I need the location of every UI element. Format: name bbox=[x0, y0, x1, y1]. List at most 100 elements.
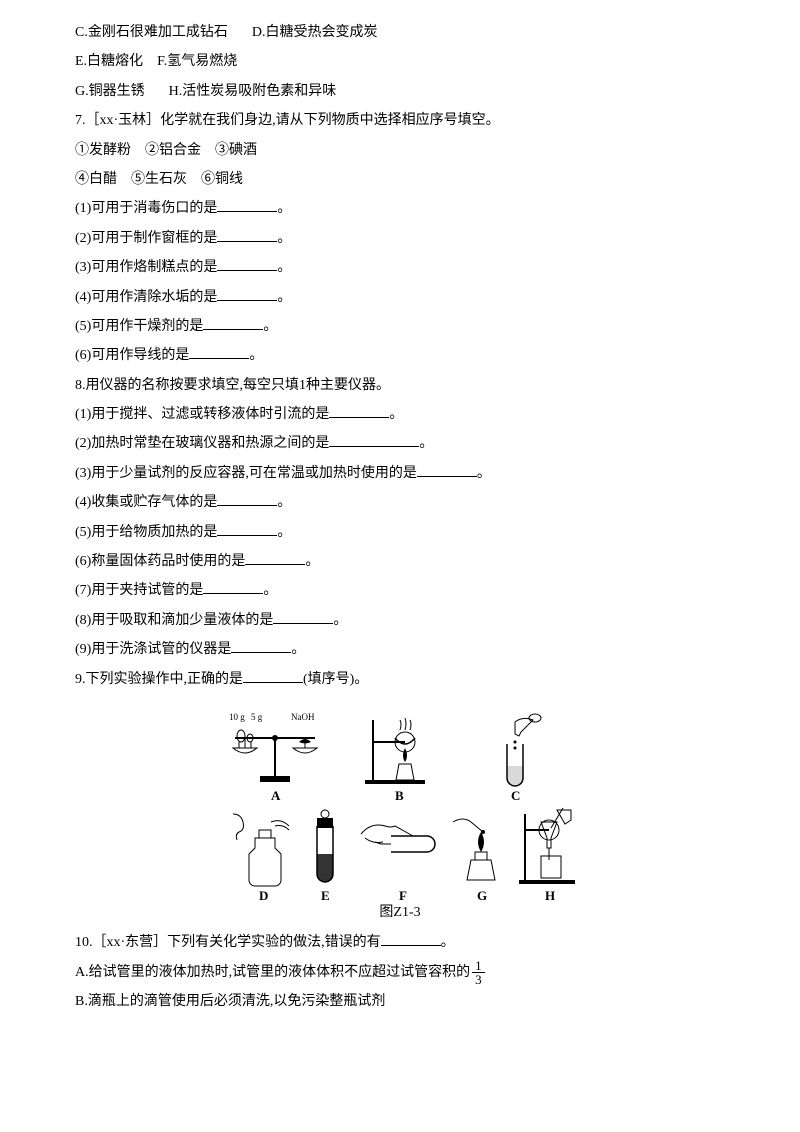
page: C.金刚石很难加工成钻石 D.白糖受热会变成炭 E.白糖熔化 F.氢气易燃烧 G.… bbox=[0, 0, 800, 1047]
q8-9: (9)用于洗涤试管的仪器是。 bbox=[75, 635, 725, 664]
panel-a-icon: 10 g 5 g NaOH A bbox=[229, 712, 317, 803]
q10-opt-a: A.给试管里的液体加热时,试管里的液体体积不应超过试管容积的13 bbox=[75, 958, 725, 987]
q8-stem: 8.用仪器的名称按要求填空,每空只填1种主要仪器。 bbox=[75, 371, 725, 400]
q8-3: (3)用于少量试剂的反应容器,可在常温或加热时使用的是 。 bbox=[75, 459, 725, 488]
opt-g: G.铜器生锈 bbox=[75, 84, 145, 99]
blank bbox=[217, 197, 277, 212]
q8-1a: (1)用于搅拌、过滤或转移液体时引流的是 bbox=[75, 407, 329, 422]
opt-line-cd: C.金刚石很难加工成钻石 D.白糖受热会变成炭 bbox=[75, 18, 725, 47]
q10b: 。 bbox=[441, 935, 455, 950]
q8-5: (5)用于给物质加热的是。 bbox=[75, 518, 725, 547]
q7-1b: 。 bbox=[277, 201, 291, 216]
balance-weight-10g: 10 g bbox=[229, 712, 245, 722]
blank bbox=[217, 491, 277, 506]
blank bbox=[329, 403, 389, 418]
panel-c-icon: C bbox=[507, 714, 541, 803]
q7-2b: 。 bbox=[277, 231, 291, 246]
label-e: E bbox=[321, 888, 330, 900]
opt-d: D.白糖受热会变成炭 bbox=[252, 25, 378, 40]
q8-7a: (7)用于夹持试管的是 bbox=[75, 583, 203, 598]
label-g: G bbox=[477, 888, 487, 900]
q8-7b: 。 bbox=[263, 583, 277, 598]
blank bbox=[417, 462, 477, 477]
q7-opts1: ①发酵粉 ②铝合金 ③碘酒 bbox=[75, 136, 725, 165]
q7-4a: (4)可用作清除水垢的是 bbox=[75, 290, 217, 305]
label-h: H bbox=[545, 888, 555, 900]
q7-5a: (5)可用作干燥剂的是 bbox=[75, 319, 203, 334]
panel-d-icon: D bbox=[233, 814, 289, 900]
q8-8a: (8)用于吸取和滴加少量液体的是 bbox=[75, 613, 273, 628]
q8-4a: (4)收集或贮存气体的是 bbox=[75, 495, 217, 510]
q10-opt-b: B.滴瓶上的滴管使用后必须清洗,以免污染整瓶试剂 bbox=[75, 987, 725, 1016]
q8-4: (4)收集或贮存气体的是 。 bbox=[75, 488, 725, 517]
opt-c: C.金刚石很难加工成钻石 bbox=[75, 25, 228, 40]
q7-3: (3)可用作烙制糕点的是 。 bbox=[75, 253, 725, 282]
fraction-one-third: 13 bbox=[472, 959, 485, 986]
panel-e-icon: E bbox=[317, 810, 333, 900]
blank bbox=[329, 432, 419, 447]
q7-2: (2)可用于制作窗框的是 。 bbox=[75, 224, 725, 253]
blank bbox=[203, 315, 263, 330]
q8-2a: (2)加热时常垫在玻璃仪器和热源之间的是 bbox=[75, 436, 329, 451]
q8-6b: 。 bbox=[305, 554, 319, 569]
blank bbox=[203, 579, 263, 594]
q8-4b: 。 bbox=[277, 495, 291, 510]
label-b: B bbox=[395, 788, 404, 803]
q7-4: (4)可用作清除水垢的是 。 bbox=[75, 283, 725, 312]
opt-f: F.氢气易燃烧 bbox=[157, 54, 237, 69]
q8-8: (8)用于吸取和滴加少量液体的是 。 bbox=[75, 606, 725, 635]
q7-6: (6)可用作导线的是 。 bbox=[75, 341, 725, 370]
panel-f-icon: F bbox=[361, 825, 435, 900]
q10: 10.［xx·东营］下列有关化学实验的做法,错误的有 。 bbox=[75, 928, 725, 957]
q9b: (填序号)。 bbox=[303, 672, 368, 687]
blank bbox=[217, 256, 277, 271]
q8-9a: (9)用于洗涤试管的仪器是 bbox=[75, 642, 231, 657]
lab-operations-diagram: 10 g 5 g NaOH A B bbox=[215, 700, 585, 900]
q8-8b: 。 bbox=[333, 613, 347, 628]
q8-3b: 。 bbox=[477, 466, 491, 481]
q7-6a: (6)可用作导线的是 bbox=[75, 348, 189, 363]
opt-line-ef: E.白糖熔化 F.氢气易燃烧 bbox=[75, 47, 725, 76]
frac-num: 1 bbox=[472, 959, 485, 973]
q7-6b: 。 bbox=[249, 348, 263, 363]
q8-3a: (3)用于少量试剂的反应容器,可在常温或加热时使用的是 bbox=[75, 466, 417, 481]
q7-2a: (2)可用于制作窗框的是 bbox=[75, 231, 217, 246]
q7-opts2: ④白醋 ⑤生石灰 ⑥铜线 bbox=[75, 165, 725, 194]
opt-line-gh: G.铜器生锈 H.活性炭易吸附色素和异味 bbox=[75, 77, 725, 106]
blank bbox=[243, 668, 303, 683]
figure-z1-3: 10 g 5 g NaOH A B bbox=[75, 700, 725, 900]
opt-h: H.活性炭易吸附色素和异味 bbox=[169, 84, 337, 99]
q8-2: (2)加热时常垫在玻璃仪器和热源之间的是 。 bbox=[75, 429, 725, 458]
q7-5b: 。 bbox=[263, 319, 277, 334]
blank bbox=[217, 521, 277, 536]
q9a: 9.下列实验操作中,正确的是 bbox=[75, 672, 243, 687]
q10a: 10.［xx·东营］下列有关化学实验的做法,错误的有 bbox=[75, 935, 381, 950]
blank bbox=[217, 286, 277, 301]
q8-6a: (6)称量固体药品时使用的是 bbox=[75, 554, 245, 569]
opt-e: E.白糖熔化 bbox=[75, 54, 143, 69]
q7-1a: (1)可用于消毒伤口的是 bbox=[75, 201, 217, 216]
figure-caption: 图Z1-3 bbox=[75, 902, 725, 924]
balance-naoh-label: NaOH bbox=[291, 712, 315, 722]
q7-4b: 。 bbox=[277, 290, 291, 305]
blank bbox=[189, 344, 249, 359]
balance-weight-5g: 5 g bbox=[251, 712, 263, 722]
label-a: A bbox=[271, 788, 281, 803]
blank bbox=[381, 931, 441, 946]
panel-b-icon: B bbox=[365, 718, 425, 803]
q8-1b: 。 bbox=[389, 407, 403, 422]
q8-7: (7)用于夹持试管的是 。 bbox=[75, 576, 725, 605]
q8-1: (1)用于搅拌、过滤或转移液体时引流的是 。 bbox=[75, 400, 725, 429]
blank bbox=[273, 609, 333, 624]
q7-stem: 7.［xx·玉林］化学就在我们身边,请从下列物质中选择相应序号填空。 bbox=[75, 106, 725, 135]
q7-3b: 。 bbox=[277, 260, 291, 275]
q8-5a: (5)用于给物质加热的是 bbox=[75, 525, 217, 540]
label-f: F bbox=[399, 888, 407, 900]
q8-2b: 。 bbox=[419, 436, 433, 451]
q8-6: (6)称量固体药品时使用的是 。 bbox=[75, 547, 725, 576]
q9: 9.下列实验操作中,正确的是 (填序号)。 bbox=[75, 665, 725, 694]
frac-den: 3 bbox=[472, 973, 485, 986]
label-c: C bbox=[511, 788, 520, 803]
q7-3a: (3)可用作烙制糕点的是 bbox=[75, 260, 217, 275]
blank bbox=[231, 638, 291, 653]
